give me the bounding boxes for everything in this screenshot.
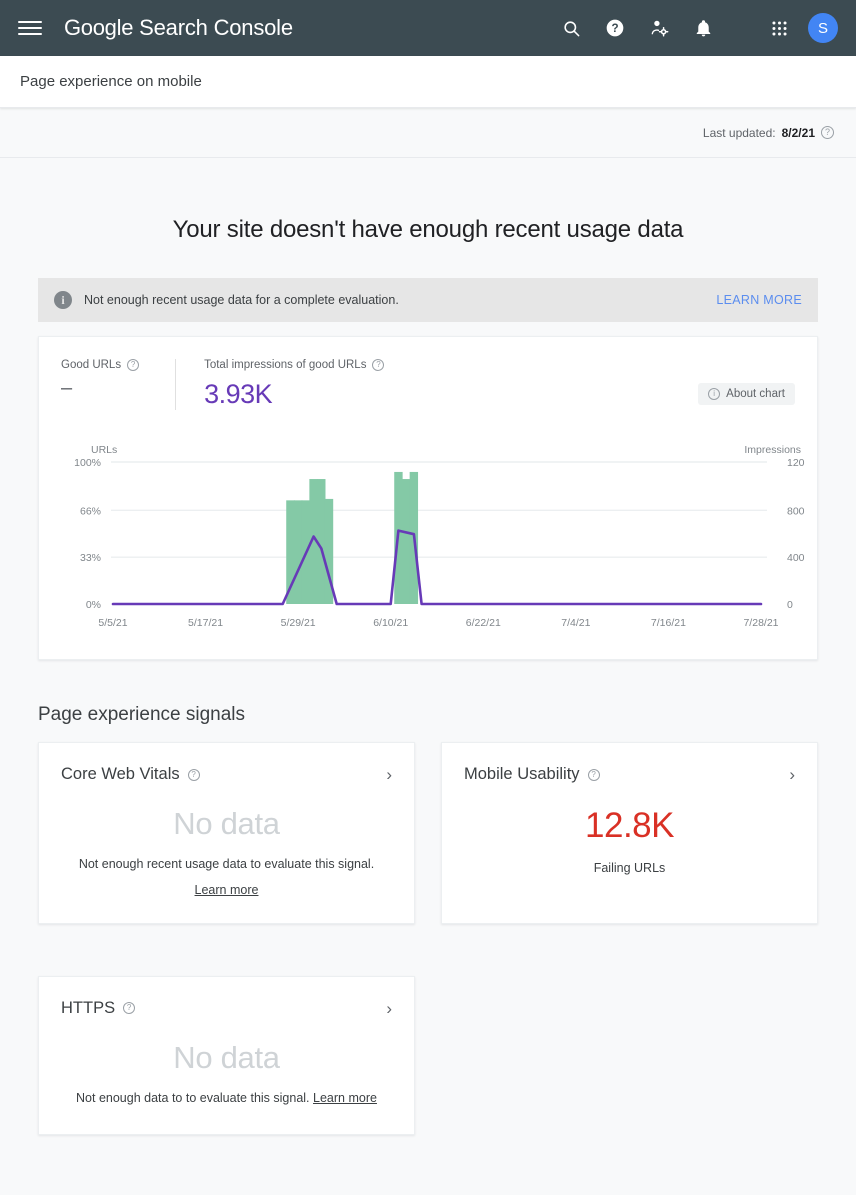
x-axis-tick-label: 5/5/21	[98, 617, 127, 629]
help-icon[interactable]: ?	[587, 768, 600, 781]
y2-axis-title: Impressions	[744, 444, 801, 456]
x-axis-tick-label: 6/22/21	[466, 617, 501, 629]
info-icon: i	[54, 291, 72, 309]
content-inner: i Not enough recent usage data for a com…	[38, 278, 818, 1135]
x-axis-tick-label: 7/28/21	[743, 617, 778, 629]
chart-bar	[293, 500, 303, 604]
chevron-right-icon[interactable]: ›	[789, 765, 795, 784]
x-axis-tick-label: 6/10/21	[373, 617, 408, 629]
metric-good-urls-label: Good URLs	[61, 359, 122, 371]
brand-product-text: Search Console	[139, 15, 293, 40]
about-chart-label: About chart	[726, 388, 785, 400]
y2-axis-tick-label: 120	[787, 457, 805, 469]
chart-bar	[401, 479, 411, 604]
signal-card-grid: Core Web Vitals ? › No data Not enough r…	[38, 742, 818, 1135]
signal-header: Mobile Usability ? ›	[464, 765, 795, 784]
learn-more-link[interactable]: Learn more	[194, 882, 259, 897]
help-icon[interactable]: ?	[127, 359, 140, 371]
help-icon[interactable]: ?	[372, 359, 385, 371]
chevron-right-icon[interactable]: ›	[386, 765, 392, 784]
y-axis-title: URLs	[91, 444, 118, 456]
metric-good-urls: Good URLs ? –	[61, 359, 167, 400]
page-title-bar: Page experience on mobile	[0, 56, 856, 108]
x-axis-tick-label: 7/4/21	[561, 617, 590, 629]
signal-value: No data	[173, 1039, 280, 1075]
signal-body: No data Not enough recent usage data to …	[61, 806, 392, 897]
y2-axis-tick-label: 0	[787, 599, 793, 611]
last-updated-label: Last updated:	[702, 125, 776, 140]
app-bar-actions: ?	[556, 13, 838, 43]
signal-card-https[interactable]: HTTPS ? › No data Not enough data to to …	[38, 975, 415, 1135]
hamburger-menu-icon[interactable]	[18, 16, 42, 40]
last-updated-date: 8/2/21	[781, 125, 815, 140]
signal-note: Not enough data to to evaluate this sign…	[76, 1090, 310, 1105]
chart-bar	[317, 479, 326, 604]
notifications-icon[interactable]	[688, 13, 718, 43]
metric-good-urls-label-row: Good URLs ?	[61, 359, 140, 371]
metric-total-impressions-label: Total impressions of good URLs	[204, 359, 367, 371]
page-headline: Your site doesn't have enough recent usa…	[172, 216, 684, 243]
chart-plot-area: URLs Impressions 0% 0 33% 400 66% 800 100% 120 5…	[39, 444, 817, 639]
y-axis-tick-label: 0%	[86, 599, 101, 611]
last-updated-bar: Last updated: 8/2/21 ?	[0, 108, 856, 158]
chart-metrics: Good URLs ? – Total impressions of good …	[39, 359, 817, 410]
help-icon[interactable]: ?	[821, 126, 834, 139]
learn-more-link[interactable]: LEARN MORE	[716, 293, 802, 307]
info-banner: i Not enough recent usage data for a com…	[38, 278, 818, 322]
metric-total-impressions: Total impressions of good URLs ? 3.93K	[175, 359, 412, 410]
account-settings-icon[interactable]	[644, 13, 674, 43]
signal-note: Failing URLs	[593, 861, 666, 875]
signal-title: Core Web Vitals	[61, 765, 180, 783]
chart-bar	[286, 500, 295, 604]
svg-text:?: ?	[611, 22, 618, 35]
info-icon: i	[708, 388, 721, 400]
signal-body: No data Not enough data to to evaluate t…	[61, 1040, 392, 1108]
signal-note: Not enough recent usage data to evaluate…	[78, 857, 375, 871]
x-axis-tick-label: 5/17/21	[188, 617, 223, 629]
brand-google-text: Google	[64, 15, 134, 40]
y-axis-tick-label: 33%	[80, 552, 101, 564]
signal-value: 12.8K	[585, 806, 674, 845]
y-axis-tick-label: 100%	[74, 457, 101, 469]
help-icon[interactable]: ?	[600, 13, 630, 43]
signal-body: 12.8K Failing URLs	[464, 806, 795, 878]
chart-svg[interactable]: 0% 0 33% 400 66% 800 100% 120 5/5/21 5/17/21 5/29/…	[39, 444, 817, 639]
brand-logo[interactable]: Google Search Console	[64, 15, 293, 41]
app-bar: Google Search Console ?	[0, 0, 856, 56]
x-axis-tick-label: 7/16/21	[651, 617, 686, 629]
chart-bar	[324, 498, 334, 604]
about-chart-button[interactable]: i About chart	[698, 383, 795, 405]
signal-header: HTTPS ? ›	[61, 999, 392, 1018]
help-icon[interactable]: ?	[123, 1002, 136, 1015]
search-icon[interactable]	[556, 13, 586, 43]
page-title: Page experience on mobile	[20, 73, 202, 90]
metric-total-impressions-label-row: Total impressions of good URLs ?	[204, 359, 385, 371]
signal-link-row: Learn more	[61, 883, 392, 897]
signals-section-title: Page experience signals	[38, 704, 246, 725]
info-banner-text: Not enough recent usage data for a compl…	[84, 293, 399, 307]
chart-card: Good URLs ? – Total impressions of good …	[38, 336, 818, 660]
apps-grid-icon[interactable]	[764, 13, 794, 43]
signal-card-core-web-vitals[interactable]: Core Web Vitals ? › No data Not enough r…	[38, 742, 415, 924]
metric-total-impressions-value: 3.93K	[204, 379, 273, 409]
signal-note-row: Not enough data to to evaluate this sign…	[61, 1089, 392, 1108]
chart-bar	[309, 479, 318, 604]
signal-card-mobile-usability[interactable]: Mobile Usability ? › 12.8K Failing URLs	[441, 742, 818, 924]
learn-more-link[interactable]: Learn more	[313, 1090, 377, 1105]
chart-line	[111, 529, 763, 606]
help-icon[interactable]: ?	[187, 768, 200, 781]
signal-value: No data	[173, 806, 280, 841]
signal-title: Mobile Usability	[464, 765, 580, 783]
main-content: Your site doesn't have enough recent usa…	[0, 158, 856, 1195]
y2-axis-tick-label: 400	[787, 552, 805, 564]
y-axis-tick-label: 66%	[80, 505, 101, 517]
x-axis-tick-label: 5/29/21	[281, 617, 316, 629]
chevron-right-icon[interactable]: ›	[386, 998, 392, 1018]
y2-axis-tick-label: 800	[787, 505, 805, 517]
avatar[interactable]: S	[808, 13, 838, 43]
metric-good-urls-value: –	[61, 377, 72, 399]
signal-header: Core Web Vitals ? ›	[61, 765, 392, 784]
signal-title: HTTPS	[61, 998, 116, 1017]
